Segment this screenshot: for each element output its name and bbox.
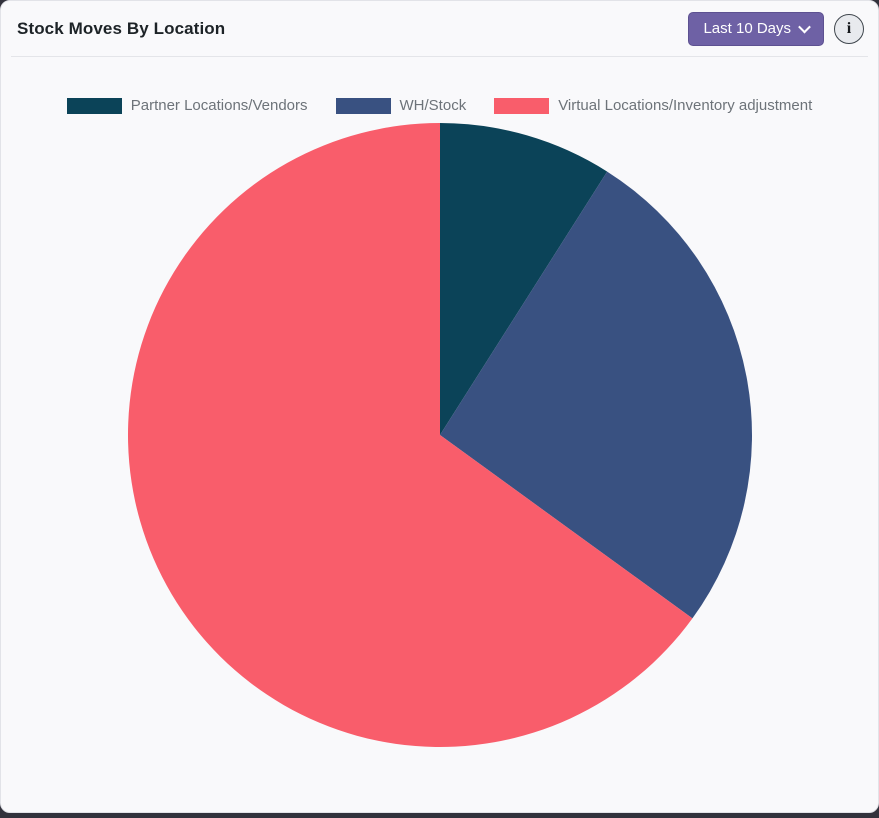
info-icon: i [846,20,852,37]
legend-label: WH/Stock [399,97,467,114]
chevron-down-icon [798,20,811,34]
legend-swatch-1 [335,97,391,114]
legend-label: Virtual Locations/Inventory adjustment [558,97,813,114]
pie-chart-svg [127,123,752,747]
legend-label: Partner Locations/Vendors [130,97,308,114]
legend-item-virtual-locations[interactable]: Virtual Locations/Inventory adjustment [494,97,812,114]
legend-item-wh-stock[interactable]: WH/Stock [335,97,467,114]
header-divider [11,56,868,57]
chart-area [1,120,878,750]
page-title: Stock Moves By Location [17,19,226,38]
chart-legend: Partner Locations/Vendors WH/Stock Virtu… [1,97,878,114]
card-header: Stock Moves By Location Last 10 Days i [1,1,878,56]
legend-swatch-2 [494,97,550,114]
legend-item-partner-locations[interactable]: Partner Locations/Vendors [66,97,308,114]
pie-slice-2[interactable] [127,123,692,747]
date-range-filter-button[interactable]: Last 10 Days [688,12,824,46]
pie-slice-0[interactable] [439,123,607,435]
info-button[interactable]: i [834,14,864,44]
legend-swatch-0 [66,97,122,114]
pie-slice-1[interactable] [439,171,752,619]
date-range-filter-label: Last 10 Days [703,20,791,37]
header-controls: Last 10 Days i [688,12,864,46]
